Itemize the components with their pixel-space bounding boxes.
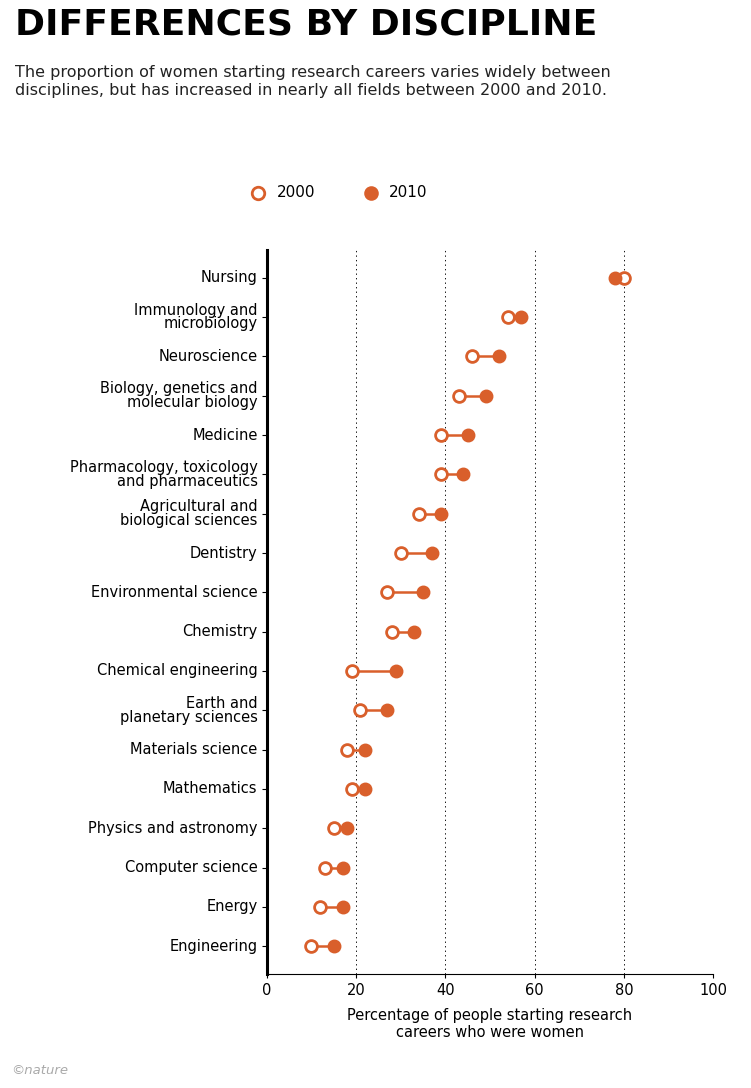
Text: 2000: 2000 [276, 185, 315, 200]
Text: 2010: 2010 [389, 185, 427, 200]
Text: DIFFERENCES BY DISCIPLINE: DIFFERENCES BY DISCIPLINE [15, 8, 597, 41]
X-axis label: Percentage of people starting research
careers who were women: Percentage of people starting research c… [348, 1007, 632, 1040]
Text: The proportion of women starting research careers varies widely between
discipli: The proportion of women starting researc… [15, 65, 611, 98]
Text: ©nature: ©nature [11, 1064, 68, 1077]
